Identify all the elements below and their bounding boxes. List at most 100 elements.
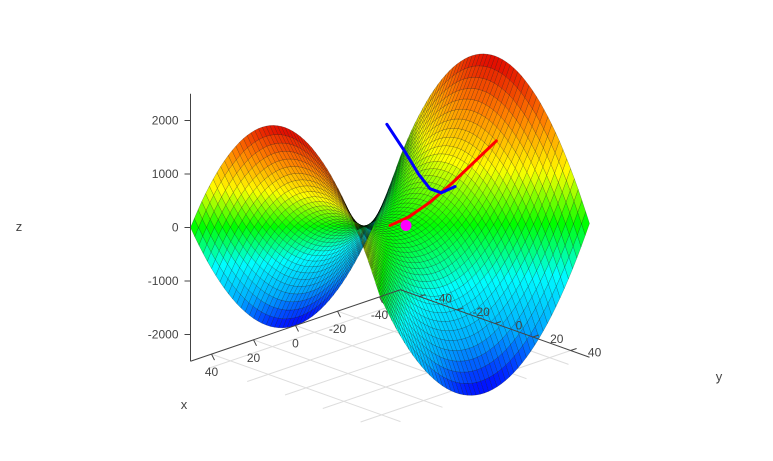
surface-patch	[543, 283, 553, 305]
surface-patch	[556, 255, 565, 278]
surface-patch	[531, 114, 541, 134]
z-tick-label: 0	[172, 221, 179, 235]
surface-patch	[527, 296, 536, 316]
surface-patch	[539, 311, 548, 332]
z-axis-title: z	[16, 219, 23, 234]
x-tick-mark	[295, 325, 299, 332]
surface-patch	[391, 210, 401, 215]
surface-mesh	[190, 53, 590, 396]
surface-patch	[399, 202, 409, 208]
x-tick-mark	[337, 310, 341, 318]
surface-patch	[517, 232, 526, 250]
surface-patch	[516, 91, 526, 110]
z-tick-label: -1000	[148, 274, 179, 288]
y-tick-label: 40	[588, 346, 602, 360]
surface-patch	[535, 318, 544, 339]
surface-patch	[441, 136, 451, 147]
surface-patch	[543, 302, 552, 324]
axes: 2000 1000 0 -1000 -2000 40 20 0 -20 -40 -40 -20 0 20 4…	[148, 93, 602, 379]
floor-grid-line-x-3	[253, 339, 443, 408]
surface-patch	[408, 192, 417, 199]
surface-patch	[514, 316, 524, 335]
surface-patch	[428, 236, 438, 245]
path-traces	[385, 122, 498, 231]
surface-patch	[565, 190, 575, 214]
surface-patch	[527, 108, 537, 127]
y-tick-mark	[419, 294, 426, 297]
surface-patch	[514, 350, 523, 369]
x-tick-label: 0	[292, 337, 299, 351]
y-tick-label: 20	[550, 332, 564, 346]
surface-patch	[573, 188, 583, 213]
surface-patch	[384, 230, 394, 235]
y-tick-label: -40	[435, 292, 453, 306]
surface-patch	[490, 331, 499, 347]
surface-patch	[299, 136, 309, 149]
surface-patch	[556, 233, 566, 257]
surface-patch	[462, 88, 472, 100]
x-axis-title: x	[181, 397, 188, 412]
surface-patch	[527, 314, 536, 334]
x-tick-label: 20	[247, 351, 261, 365]
x-tick-mark	[253, 339, 257, 347]
surface-patch	[548, 274, 557, 296]
surface-patch	[392, 228, 402, 233]
y-tick-mark	[457, 307, 464, 311]
surface-patch	[551, 131, 560, 154]
y-tick-mark	[532, 334, 539, 338]
surface-patch	[545, 183, 555, 205]
y-tick-mark	[570, 348, 577, 351]
surface-patch	[517, 75, 526, 93]
z-tick-label: -2000	[148, 328, 179, 342]
surface-patch	[528, 90, 537, 110]
surface-patch	[461, 109, 471, 121]
surface-patch	[502, 333, 511, 350]
surface-patch	[535, 102, 545, 123]
path-trace-1	[385, 122, 457, 195]
surface-patch	[532, 251, 542, 272]
surface-patch	[403, 247, 413, 253]
surface-patch	[513, 71, 522, 89]
surface-patch	[456, 139, 466, 150]
surface-patch	[530, 150, 540, 170]
surface-patch	[477, 354, 486, 369]
surface-patch	[514, 333, 523, 352]
surface-patch	[551, 285, 561, 308]
x-tick-label: 40	[205, 365, 219, 379]
surface-patch	[561, 201, 571, 225]
surface-patch	[280, 126, 290, 137]
surface-patch	[554, 140, 564, 163]
y-tick-mark	[494, 321, 502, 324]
surface-patch	[528, 259, 537, 280]
y-axis-title: y	[716, 369, 723, 384]
y-tick-label: -20	[473, 305, 491, 319]
surface-patch	[460, 349, 470, 362]
surface-patch	[442, 293, 451, 304]
surface-patch	[520, 80, 530, 98]
surface-patch	[412, 187, 422, 194]
saddle-point-marker	[400, 220, 412, 231]
surface-patch	[515, 282, 525, 301]
surface-patch	[512, 103, 521, 121]
surface-patch	[546, 163, 555, 185]
surface-patch	[521, 223, 530, 242]
surface-patch	[446, 301, 455, 312]
surface-patch	[547, 123, 556, 145]
surface-patch	[518, 345, 527, 364]
z-tick-label: 2000	[152, 114, 179, 128]
surface-patch	[450, 289, 460, 301]
z-tick-label: 1000	[152, 167, 179, 181]
surface-patch	[525, 214, 534, 234]
surface-patch	[538, 166, 547, 187]
surface-patch	[379, 219, 388, 223]
surface-patch	[535, 299, 544, 320]
surface-patch	[371, 271, 381, 293]
surface-patch	[273, 125, 282, 135]
surface-patch	[569, 178, 579, 202]
surface-patch	[468, 358, 478, 372]
surface-patch	[431, 256, 441, 265]
surface-patch	[543, 116, 552, 137]
surface-patch	[476, 367, 486, 382]
x-tick-label: -40	[371, 308, 389, 322]
